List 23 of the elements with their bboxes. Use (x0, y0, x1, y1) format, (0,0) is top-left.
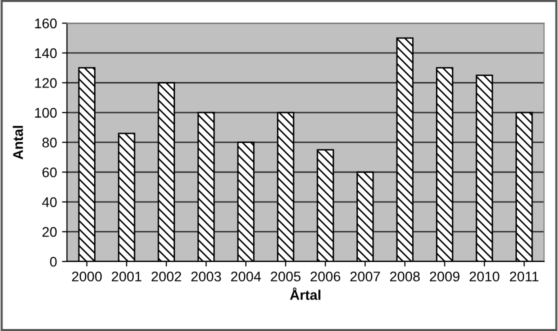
y-axis-title: Antal (12, 126, 23, 160)
x-tick-label: 2010 (470, 272, 500, 282)
y-tick-label: 100 (35, 108, 57, 118)
y-tick-label: 0 (50, 256, 57, 267)
y-tick-label: 140 (35, 48, 57, 58)
x-tick-label: 2008 (390, 272, 420, 282)
x-tick-label: 2005 (270, 272, 300, 282)
x-tick-label: 2002 (152, 272, 182, 282)
y-tick-label: 40 (42, 197, 57, 208)
y-tick-label: 120 (35, 78, 57, 88)
x-axis-title: Årtal (290, 288, 320, 300)
x-tick-label: 2000 (72, 272, 102, 282)
x-tick-label: 2007 (350, 272, 380, 282)
y-tick-label: 60 (42, 167, 57, 178)
x-tick-label: 2003 (191, 272, 221, 282)
x-tick-label: 2011 (510, 272, 538, 282)
y-tick-label: 160 (35, 18, 57, 28)
y-tick-label: 80 (42, 138, 57, 148)
x-tick-label: 2001 (112, 272, 142, 282)
x-tick-label: 2004 (231, 272, 261, 282)
y-tick-label: 20 (42, 227, 57, 237)
x-tick-label: 2009 (430, 272, 460, 282)
x-tick-label: 2006 (310, 272, 340, 282)
